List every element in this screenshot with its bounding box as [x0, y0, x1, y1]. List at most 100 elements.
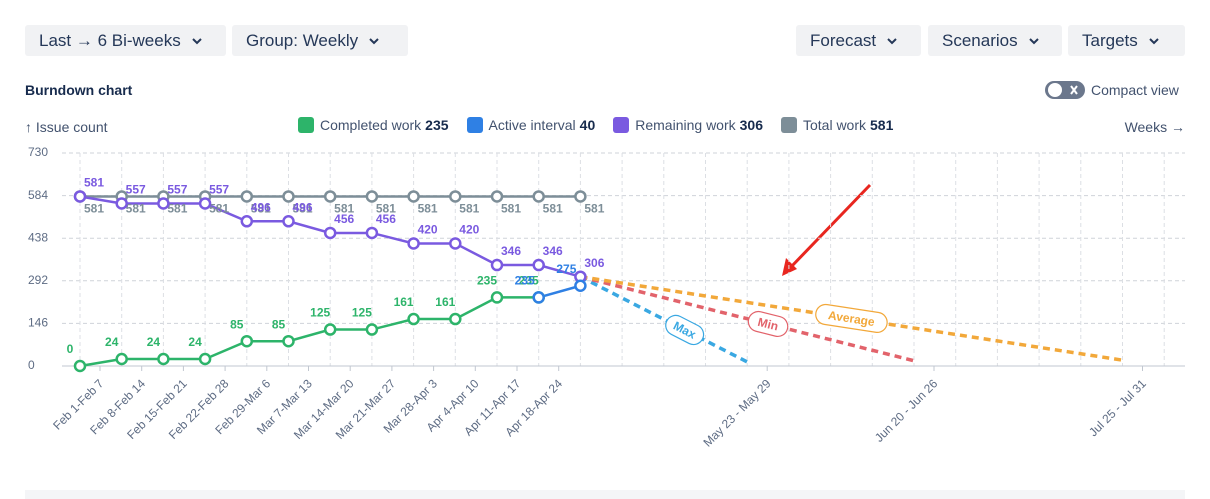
forecast-tag: Min: [747, 310, 789, 338]
targets-button[interactable]: Targets: [1068, 25, 1185, 56]
data-label: 557: [209, 183, 229, 197]
data-label: 456: [334, 212, 354, 226]
data-label: 235: [515, 274, 535, 288]
data-point: [240, 190, 254, 203]
data-label: 581: [167, 202, 187, 216]
data-point: [574, 190, 587, 203]
data-point: [240, 215, 254, 228]
legend-label: Remaining work: [635, 117, 736, 133]
data-point: [240, 334, 254, 348]
data-point: [532, 258, 545, 272]
data-point: [407, 237, 420, 250]
data-label: 346: [543, 244, 563, 258]
legend-swatch: [613, 117, 630, 133]
data-point: [198, 197, 212, 210]
legend-item[interactable]: Total work 581: [780, 117, 894, 133]
y-tick-label: 438: [28, 230, 48, 244]
legend-item[interactable]: Completed work 235: [298, 117, 449, 133]
legend-label: Total work: [802, 117, 867, 133]
data-label: 581: [334, 202, 354, 216]
panel-title: Burndown chart: [25, 82, 133, 98]
legend-total: 40: [579, 117, 596, 133]
data-point: [449, 237, 462, 250]
group-label: Group: Weekly: [246, 30, 359, 50]
legend-total: 581: [870, 117, 894, 133]
chevron: [1028, 37, 1039, 44]
data-point: [365, 190, 379, 203]
x-tick-label: Jul 25 - Jul 31: [1086, 376, 1149, 439]
series-line: [79, 296, 539, 368]
forecast-button[interactable]: Forecast: [796, 25, 921, 56]
legend-item[interactable]: Active interval 40: [466, 117, 596, 133]
group-button[interactable]: Group: Weekly: [232, 25, 408, 56]
toggle-switch: [1045, 81, 1085, 99]
legend-label: Completed work: [320, 117, 422, 133]
annotation-arrow: [788, 183, 872, 270]
forecast-line: [579, 275, 915, 363]
data-label: 125: [352, 306, 372, 320]
forecast-tag: Max: [665, 314, 705, 346]
data-point: [490, 291, 504, 304]
compact-toggle[interactable]: Compact view: [1045, 81, 1179, 99]
data-label: 496: [292, 200, 312, 214]
range-button[interactable]: Last → 6 Bi-weeks: [25, 25, 226, 56]
series-line: [538, 284, 581, 299]
legend-swatch: [466, 117, 483, 133]
data-point: [73, 359, 87, 373]
forecast-tag-label: Min: [756, 315, 779, 334]
data-point: [282, 215, 295, 228]
data-point: [449, 312, 462, 326]
data-label: 581: [543, 202, 563, 216]
scenarios-label: Scenarios: [942, 30, 1018, 50]
data-point: [407, 312, 420, 326]
data-point: [490, 190, 504, 203]
data-label: 420: [459, 223, 479, 237]
x-tick-label: May 23 - May 29: [700, 376, 773, 449]
data-label: 24: [147, 335, 161, 349]
data-label: 456: [376, 212, 396, 226]
legend-item[interactable]: Remaining work 306: [613, 117, 763, 133]
data-label: 346: [501, 244, 521, 258]
x-axis-label: Weeks →: [1124, 119, 1185, 135]
data-label: 581: [418, 202, 438, 216]
data-label: 85: [272, 317, 286, 331]
data-point: [282, 334, 295, 348]
annotation-arrowhead: [782, 258, 797, 276]
data-label: 420: [418, 223, 438, 237]
data-label: 235: [477, 274, 497, 288]
data-label: 557: [167, 183, 187, 197]
scenarios-button[interactable]: Scenarios: [928, 25, 1062, 56]
data-label: 0: [67, 342, 74, 356]
forecast-tag-bg: [747, 310, 789, 338]
next-section: [25, 490, 1185, 499]
data-point: [532, 291, 545, 304]
data-label: 581: [584, 202, 604, 216]
targets-label: Targets: [1082, 30, 1138, 50]
data-label: 581: [459, 202, 479, 216]
data-point: [323, 190, 337, 203]
y-axis-label: ↑ Issue count: [25, 119, 108, 135]
data-point: [365, 323, 379, 336]
legend-total: 306: [739, 117, 763, 133]
data-label: 275: [556, 262, 576, 276]
data-point: [449, 190, 462, 203]
toggle-label: Compact view: [1091, 82, 1179, 98]
data-point: [157, 352, 170, 366]
y-tick-label: 146: [28, 316, 48, 330]
data-point: [323, 323, 337, 336]
data-label: 24: [188, 335, 202, 349]
data-label: 581: [84, 176, 104, 190]
data-label: 581: [84, 202, 104, 216]
y-tick-label: 292: [28, 273, 48, 287]
data-label: 24: [105, 335, 119, 349]
data-point: [115, 197, 128, 210]
legend-swatch: [298, 117, 314, 133]
data-label: 581: [501, 202, 521, 216]
chevron: [887, 37, 897, 44]
chevron: [192, 37, 202, 44]
data-point: [365, 226, 379, 240]
data-label: 581: [376, 202, 396, 216]
forecast-tag: Average: [815, 303, 888, 333]
data-label: 125: [310, 306, 330, 320]
